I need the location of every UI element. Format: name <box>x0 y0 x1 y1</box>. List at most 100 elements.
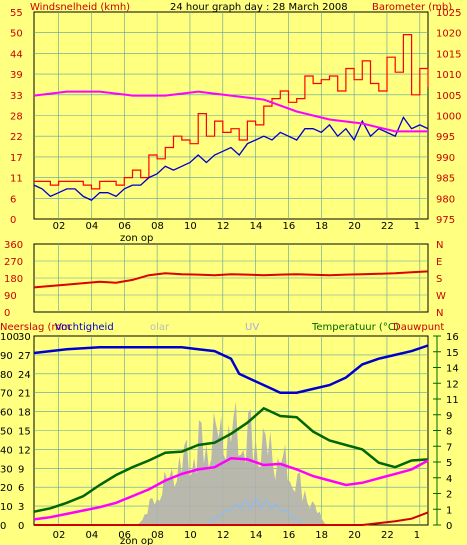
x-tick-label: 22 <box>381 530 394 541</box>
y-left-tick-label: 22 <box>10 132 23 143</box>
x-tick-label: 16 <box>282 530 295 541</box>
x-tick-label: 1 <box>414 530 420 541</box>
y-left-tick-label: 0 <box>10 215 16 226</box>
x-tick-label: 12 <box>217 530 230 541</box>
y-right-tick-label: 1005 <box>436 91 461 102</box>
wind-gust-series <box>34 33 429 190</box>
y-right-tick-label: 985 <box>436 174 455 185</box>
y-humidity-tick-label: 50 <box>0 427 13 438</box>
y-temp-tick-label: 2 <box>446 490 452 501</box>
x-tick-label: 22 <box>381 221 394 232</box>
x-tick-label: 02 <box>53 221 66 232</box>
y-right-tick-label: N <box>436 308 443 319</box>
y-temp-tick-label: 9 <box>446 411 452 422</box>
y-right-tick-label: S <box>436 274 442 285</box>
y-left-tick-label: 33 <box>10 91 23 102</box>
y-left-tick-label: 360 <box>4 240 23 251</box>
dewpoint-series <box>33 457 429 521</box>
y-humidity-tick-label: 90 <box>0 351 13 362</box>
uv-title: UV <box>245 322 259 333</box>
y-right-tick-label: 1020 <box>436 29 461 40</box>
y-rain-tick-label: 15 <box>18 427 31 438</box>
x-tick-label: 14 <box>250 530 263 541</box>
barometer-title: Barometer (mb) <box>372 2 452 13</box>
y-left-tick-label: 55 <box>10 8 23 19</box>
y-left-tick-label: 28 <box>10 112 23 123</box>
y-right-tick-label: 980 <box>436 194 455 205</box>
humidity-title: Vochtigheid <box>55 322 114 333</box>
x-tick-label: 08 <box>151 530 164 541</box>
y-left-tick-label: 270 <box>4 257 23 268</box>
chart-main-title: 24 hour graph day : 28 March 2008 <box>170 2 348 13</box>
y-rain-tick-label: 18 <box>18 408 31 419</box>
x-tick-label: 10 <box>184 530 197 541</box>
y-humidity-tick-label: 100 <box>0 332 19 343</box>
y-temp-tick-label: 12 <box>446 379 459 390</box>
y-humidity-tick-label: 0 <box>0 521 6 532</box>
y-temp-tick-label: 4 <box>446 474 452 485</box>
x-tick-label: 18 <box>315 221 328 232</box>
y-right-tick-label: 975 <box>436 215 455 226</box>
y-right-tick-label: 995 <box>436 132 455 143</box>
x-tick-label: 06 <box>118 530 131 541</box>
wind-title: Windsnelheid (kmh) <box>30 2 130 13</box>
x-tick-label: 16 <box>282 221 295 232</box>
x-tick-label: 20 <box>348 530 361 541</box>
x-tick-label: 04 <box>85 530 98 541</box>
y-left-tick-label: 180 <box>4 274 23 285</box>
temperature-series <box>33 406 429 513</box>
x-tick-label: 10 <box>184 221 197 232</box>
uv-series <box>206 497 303 526</box>
x-tick-label: 12 <box>217 221 230 232</box>
x-tick-label: 04 <box>85 221 98 232</box>
y-right-tick-label: W <box>436 291 446 302</box>
x-tick-label: 06 <box>118 221 131 232</box>
y-humidity-tick-label: 70 <box>0 389 13 400</box>
y-rain-tick-label: 3 <box>18 502 24 513</box>
y-left-tick-label: 39 <box>10 70 23 81</box>
x-tick-label: 14 <box>250 221 263 232</box>
sunrise-label-top: zon op <box>120 233 153 244</box>
y-temp-tick-label: 8 <box>446 427 452 438</box>
humidity-series <box>33 344 429 394</box>
y-right-tick-label: 1025 <box>436 8 461 19</box>
y-humidity-tick-label: 20 <box>0 483 13 494</box>
y-temp-tick-label: 5 <box>446 458 452 469</box>
y-humidity-tick-label: 80 <box>0 370 13 381</box>
y-temp-tick-label: 11 <box>446 395 459 406</box>
y-temp-tick-label: 7 <box>446 442 452 453</box>
sunrise-label-bottom: zon op <box>120 536 153 545</box>
wind-average-series <box>33 116 429 201</box>
y-rain-tick-label: 24 <box>18 370 31 381</box>
y-rain-tick-label: 27 <box>18 351 31 362</box>
y-left-tick-label: 6 <box>10 194 16 205</box>
dewpoint-title: Dauwpunt <box>393 322 444 333</box>
y-rain-tick-label: 6 <box>18 483 24 494</box>
y-left-tick-label: 0 <box>4 308 10 319</box>
solar-title: olar <box>150 322 170 333</box>
x-tick-label: 1 <box>414 221 420 232</box>
rain-title: Neerslag (mm <box>0 322 71 333</box>
wind-barometer-panel: 0611172228333944505597598098599099510001… <box>10 8 461 232</box>
barometer-series <box>33 90 428 133</box>
y-humidity-tick-label: 60 <box>0 408 13 419</box>
solar-area <box>137 401 327 525</box>
x-tick-label: 02 <box>53 530 66 541</box>
rain-series <box>34 511 429 526</box>
y-humidity-tick-label: 40 <box>0 445 13 456</box>
y-left-tick-label: 17 <box>10 153 23 164</box>
y-temp-tick-label: 0 <box>446 521 452 532</box>
y-rain-tick-label: 9 <box>18 464 24 475</box>
y-temp-tick-label: 14 <box>446 364 459 375</box>
y-right-tick-label: 990 <box>436 153 455 164</box>
y-right-tick-label: E <box>436 257 442 268</box>
y-rain-tick-label: 30 <box>18 332 31 343</box>
y-right-tick-label: 1000 <box>436 112 461 123</box>
y-right-tick-label: 1010 <box>436 70 461 81</box>
y-humidity-tick-label: 30 <box>0 464 13 475</box>
y-right-tick-label: 1015 <box>436 49 461 60</box>
y-right-tick-label: N <box>436 240 443 251</box>
